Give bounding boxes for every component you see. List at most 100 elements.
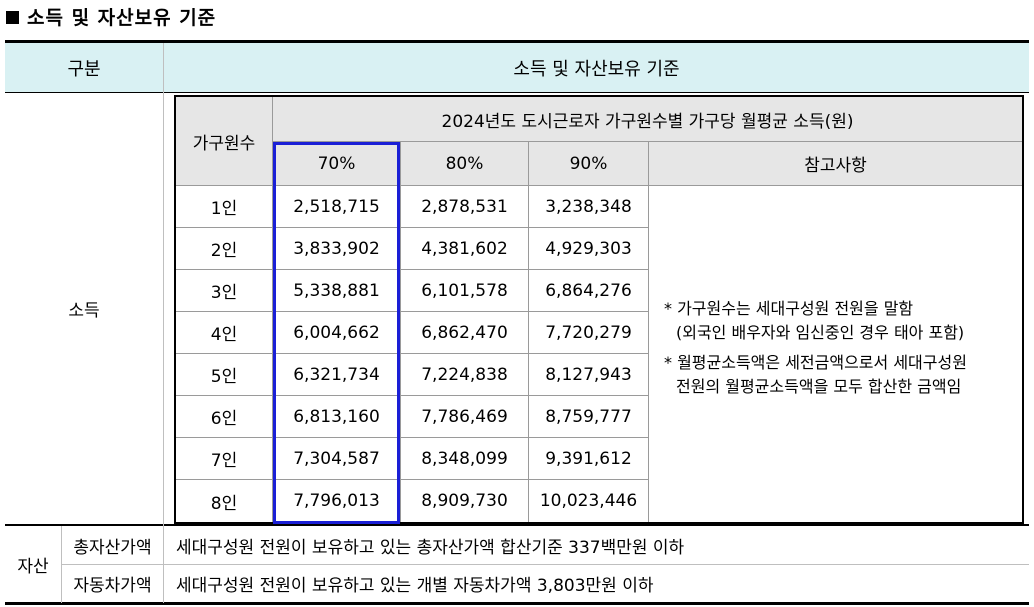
size-cell: 1인 [210,199,238,219]
value-cell: 2,878,531 [421,196,508,217]
table-row-6-p70: 6,813,160 [273,396,400,437]
note-1-line-1: * 가구원수는 세대구성원 전원을 말함 [664,299,914,318]
household-size-header: 가구원수 [176,97,272,185]
size-cell: 5인 [210,367,238,387]
size-cell: 4인 [210,325,238,345]
table-row-5-p80: 7,224,838 [401,354,528,395]
row-line [176,479,648,480]
income-bottom-border [5,524,1029,526]
income-header-label: 2024년도 도시근로자 가구원수별 가구당 월평균 소득(원) [441,111,854,132]
header-criteria: 소득 및 자산보유 기준 [164,43,1029,92]
value-cell: 8,348,099 [421,448,508,469]
section-heading: 소득 및 자산보유 기준 [6,3,216,30]
table-row-3-size: 3인 [176,270,272,311]
size-cell: 7인 [210,451,238,471]
value-cell: 8,127,943 [545,364,632,385]
table-row-5-p70: 6,321,734 [273,354,400,395]
value-cell: 6,321,734 [293,364,380,385]
note-2-line-2: 전원의 월평균소득액을 모두 합산한 금액임 [676,377,962,396]
table-top-border [5,40,1029,43]
value-cell: 7,720,279 [545,322,632,343]
assets-divider [61,564,1029,565]
inner-vline-90 [648,142,649,522]
note-1-line-2: (외국인 배우자와 임신중인 경우 태아 포함) [676,323,965,342]
value-cell: 6,004,662 [293,322,380,343]
vehicle-label: 자동차가액 [73,576,152,596]
table-row-4-p90: 7,720,279 [529,312,648,353]
table-row-3-p80: 6,101,578 [401,270,528,311]
table-row-7-size: 7인 [176,438,272,479]
table-row-6-p90: 8,759,777 [529,396,648,437]
notes-header-label: 참고사항 [804,156,867,176]
table-row-2-p80: 4,381,602 [401,228,528,269]
assets-label: 자산 [17,556,49,577]
column-divider-main [163,43,164,603]
value-cell: 4,381,602 [421,238,508,259]
value-cell: 5,338,881 [293,280,380,301]
table-bottom-border [5,602,1029,605]
inner-header-line-2 [176,185,1022,186]
value-cell: 6,862,470 [421,322,508,343]
value-cell: 7,224,838 [421,364,508,385]
table-row-5-size: 5인 [176,354,272,395]
income-row-label: 소득 [5,93,163,524]
income-label: 소득 [68,301,100,321]
value-cell: 6,101,578 [421,280,508,301]
square-bullet-icon [6,11,19,24]
table-row-8-p90: 10,023,446 [529,480,648,522]
pct-header-90: 90% [529,142,648,185]
total-assets-value-cell: 세대구성원 전원이 보유하고 있는 총자산가액 합산기준 337백만원 이하 [176,526,1026,564]
pct-header-70: 70% [273,142,400,185]
inner-header-line-1 [273,141,1022,142]
row-line [176,227,648,228]
header-bottom-border [5,92,1029,93]
table-row-2-p90: 4,929,303 [529,228,648,269]
table-row-1-p80: 2,878,531 [401,186,528,227]
notes-cell: * 가구원수는 세대구성원 전원을 말함 (외국인 배우자와 임신중인 경우 태… [650,297,1010,399]
table-row-3-p70: 5,338,881 [273,270,400,311]
value-cell: 7,786,469 [421,406,508,427]
table-row-8-p80: 8,909,730 [401,480,528,522]
table-row-1-size: 1인 [176,186,272,227]
total-assets-label-cell: 총자산가액 [62,526,163,564]
pct-header-80: 80% [401,142,528,185]
value-cell: 2,518,715 [293,196,380,217]
vehicle-value: 세대구성원 전원이 보유하고 있는 개별 자동차가액 3,803만원 이하 [176,576,654,596]
table-row-1-p90: 3,238,348 [529,186,648,227]
table-row-8-p70: 7,796,013 [273,480,400,522]
table-row-7-p80: 8,348,099 [401,438,528,479]
size-cell: 2인 [210,241,238,261]
value-cell: 7,304,587 [293,448,380,469]
value-cell: 6,864,276 [545,280,632,301]
value-cell: 3,238,348 [545,196,632,217]
value-cell: 8,909,730 [421,491,508,511]
row-line [176,269,648,270]
vehicle-value-cell: 세대구성원 전원이 보유하고 있는 개별 자동차가액 3,803만원 이하 [176,565,1026,602]
note-2-line-1: * 월평균소득액은 세전금액으로서 세대구성원 [664,353,967,372]
table-row-2-size: 2인 [176,228,272,269]
section-heading-text: 소득 및 자산보유 기준 [27,7,217,29]
table-row-2-p70: 3,833,902 [273,228,400,269]
size-cell: 6인 [210,409,238,429]
row-line [176,395,648,396]
assets-row-label: 자산 [5,526,61,602]
table-row-4-p80: 6,862,470 [401,312,528,353]
value-cell: 8,759,777 [545,406,632,427]
header-category: 구분 [5,43,163,92]
total-assets-label: 총자산가액 [73,537,152,558]
table-row-6-size: 6인 [176,396,272,437]
value-cell: 4,929,303 [545,238,632,259]
vehicle-label-cell: 자동차가액 [62,565,163,602]
table-row-8-size: 8인 [176,480,272,522]
value-cell: 10,023,446 [539,491,638,511]
table-row-5-p90: 8,127,943 [529,354,648,395]
notes-header: 참고사항 [649,142,1022,185]
table-row-3-p90: 6,864,276 [529,270,648,311]
column-divider-assets [61,526,62,603]
income-header: 2024년도 도시근로자 가구원수별 가구당 월평균 소득(원) [273,97,1022,141]
table-row-4-size: 4인 [176,312,272,353]
inner-vline-size [272,97,273,522]
value-cell: 9,391,612 [545,448,632,469]
total-assets-value: 세대구성원 전원이 보유하고 있는 총자산가액 합산기준 337백만원 이하 [176,537,685,558]
row-line [176,437,648,438]
